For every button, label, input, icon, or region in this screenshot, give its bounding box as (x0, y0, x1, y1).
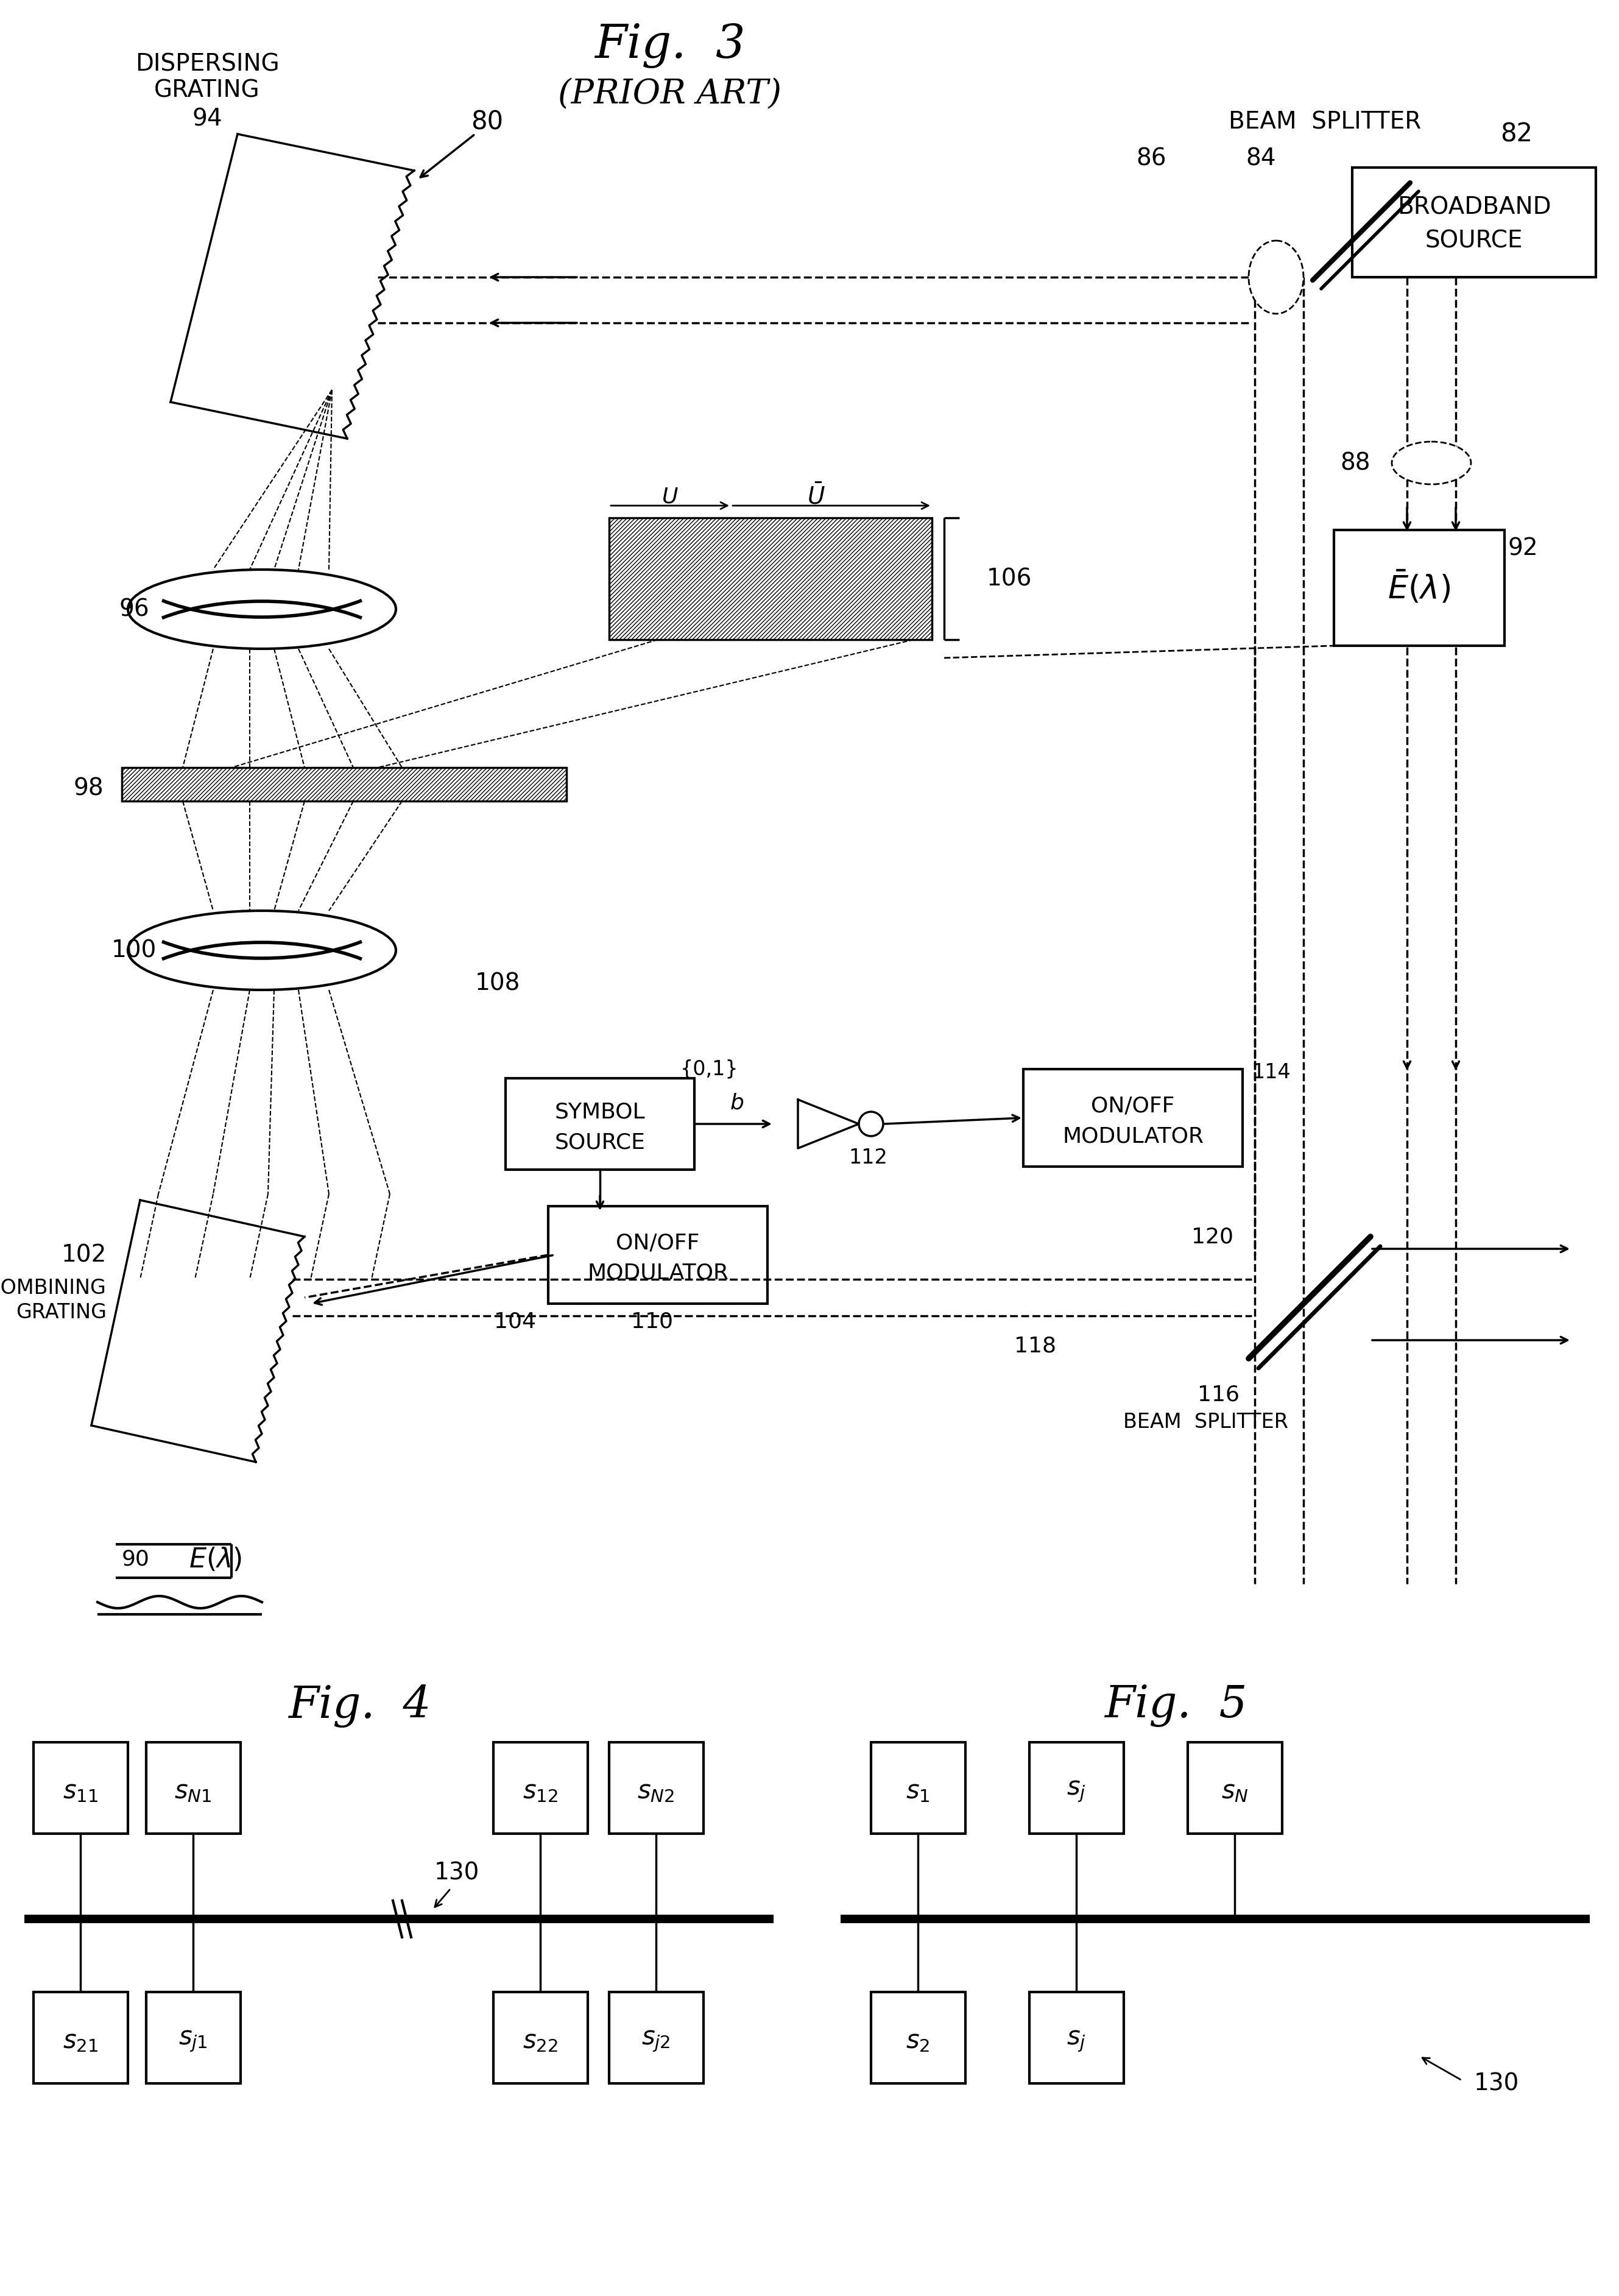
Bar (609, 1993, 704, 2082)
Bar (494, 1993, 588, 2082)
Text: BROADBAND: BROADBAND (1397, 195, 1551, 218)
Text: $E(\lambda)$: $E(\lambda)$ (189, 1545, 241, 1573)
Ellipse shape (1248, 241, 1303, 315)
Text: $\bar{U}$: $\bar{U}$ (808, 484, 826, 510)
Text: BEAM  SPLITTER: BEAM SPLITTER (1229, 110, 1421, 133)
Text: 82: 82 (1501, 122, 1533, 147)
Bar (146, 1743, 241, 1835)
Bar (609, 519, 933, 641)
Text: GRATING: GRATING (16, 1302, 107, 1322)
Text: 106: 106 (986, 567, 1033, 590)
Text: 86: 86 (1137, 147, 1166, 170)
Bar (121, 767, 567, 801)
Ellipse shape (128, 912, 397, 990)
Text: ON/OFF: ON/OFF (1091, 1095, 1175, 1116)
Text: $s_{11}$: $s_{11}$ (63, 1777, 99, 1805)
Text: $\bar{E}(\lambda)$: $\bar{E}(\lambda)$ (1387, 569, 1451, 606)
Text: $s_{21}$: $s_{21}$ (63, 2027, 99, 2053)
Bar (505, 1079, 695, 1169)
Text: 130: 130 (434, 1862, 479, 1885)
Text: $s_{j2}$: $s_{j2}$ (641, 2027, 670, 2053)
Text: RECOMBINING: RECOMBINING (0, 1279, 107, 1300)
Text: (PRIOR ART): (PRIOR ART) (559, 78, 782, 110)
Ellipse shape (128, 569, 397, 650)
Text: $s_{N2}$: $s_{N2}$ (638, 1777, 675, 1805)
Text: $s_j$: $s_j$ (1067, 2027, 1086, 2053)
Text: $s_2$: $s_2$ (907, 2027, 929, 2053)
Bar (871, 1993, 965, 2082)
Text: ON/OFF: ON/OFF (615, 1233, 699, 1254)
Text: 114: 114 (1251, 1063, 1290, 1081)
Text: 96: 96 (118, 597, 149, 620)
Text: b: b (730, 1093, 745, 1114)
Text: 98: 98 (73, 778, 104, 801)
Text: 84: 84 (1245, 147, 1276, 170)
Text: 112: 112 (848, 1148, 887, 1166)
Text: $s_{12}$: $s_{12}$ (523, 1777, 559, 1805)
Circle shape (858, 1111, 884, 1137)
Text: MODULATOR: MODULATOR (588, 1263, 729, 1283)
Text: 94: 94 (193, 108, 222, 131)
Text: $s_{22}$: $s_{22}$ (523, 2027, 559, 2053)
Bar (1188, 1743, 1282, 1835)
Text: 130: 130 (1473, 2071, 1519, 2094)
Text: 92: 92 (1507, 537, 1538, 560)
Bar (1334, 530, 1504, 645)
Text: U: U (662, 487, 678, 507)
Text: 90: 90 (121, 1550, 151, 1570)
Bar (146, 1993, 241, 2082)
Text: 80: 80 (471, 108, 504, 135)
Polygon shape (170, 133, 414, 439)
Polygon shape (91, 1201, 304, 1463)
Text: Fig.  5: Fig. 5 (1104, 1685, 1247, 1727)
Bar (1030, 1743, 1124, 1835)
Bar (609, 1743, 704, 1835)
Text: {0,1}: {0,1} (680, 1058, 738, 1079)
Text: SYMBOL: SYMBOL (555, 1102, 646, 1123)
Bar (1352, 168, 1596, 278)
Text: DISPERSING: DISPERSING (134, 53, 278, 76)
Bar (34, 1993, 128, 2082)
Text: 116: 116 (1196, 1384, 1239, 1405)
Bar (494, 1743, 588, 1835)
Bar (1023, 1070, 1242, 1166)
Text: $s_1$: $s_1$ (907, 1777, 929, 1805)
Text: $s_j$: $s_j$ (1067, 1777, 1086, 1805)
Bar (1030, 1993, 1124, 2082)
Text: 104: 104 (494, 1311, 536, 1332)
Bar (549, 1205, 767, 1304)
Text: GRATING: GRATING (154, 78, 261, 101)
Ellipse shape (1392, 441, 1472, 484)
Text: 102: 102 (62, 1244, 107, 1267)
Text: 118: 118 (1015, 1336, 1057, 1357)
Text: 120: 120 (1192, 1226, 1234, 1247)
Text: $s_{N1}$: $s_{N1}$ (175, 1777, 212, 1805)
Text: Fig.  3: Fig. 3 (594, 23, 745, 69)
Text: $s_N$: $s_N$ (1221, 1777, 1248, 1805)
Text: 88: 88 (1341, 452, 1371, 475)
Text: BEAM  SPLITTER: BEAM SPLITTER (1124, 1412, 1289, 1433)
Text: SOURCE: SOURCE (555, 1132, 646, 1153)
Bar (34, 1743, 128, 1835)
Text: SOURCE: SOURCE (1425, 230, 1523, 253)
Bar (871, 1743, 965, 1835)
Text: MODULATOR: MODULATOR (1062, 1125, 1203, 1146)
Text: 108: 108 (474, 971, 520, 996)
Text: 110: 110 (631, 1311, 674, 1332)
Text: $s_{j1}$: $s_{j1}$ (178, 2027, 207, 2053)
Text: 100: 100 (112, 939, 157, 962)
Text: Fig.  4: Fig. 4 (288, 1683, 431, 1727)
Polygon shape (798, 1100, 858, 1148)
